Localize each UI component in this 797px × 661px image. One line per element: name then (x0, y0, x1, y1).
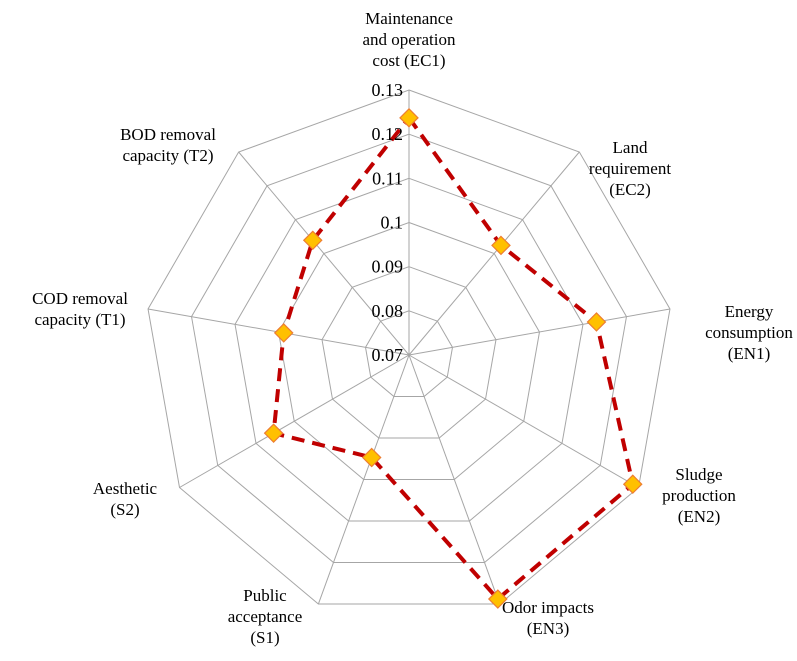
data-point-marker (273, 323, 294, 343)
grid-ring (364, 310, 454, 397)
data-point-marker (622, 474, 643, 495)
axis-label-layer: Maintenance and operation cost (EC1) Land re… (32, 9, 793, 647)
grid-ring (321, 266, 497, 439)
series-layer (263, 107, 643, 609)
tick-label: 0.11 (372, 168, 403, 188)
axis-label: COD removal capacity (T1) (32, 289, 128, 329)
grid-layer (147, 89, 671, 605)
tick-label: 0.13 (372, 80, 404, 100)
data-point-marker (302, 230, 323, 251)
axis-label: BOD removal capacity (T2) (120, 125, 216, 165)
tick-label-layer: 0.07 0.08 0.09 0.1 0.11 0.12 0.13 (372, 80, 404, 365)
axis-label: Sludge production (EN2) (662, 465, 736, 526)
axis-label: Aesthetic (S2) (93, 479, 158, 519)
data-point-marker (361, 447, 382, 468)
grid-ring (277, 221, 541, 481)
grid-ring (190, 133, 628, 564)
tick-label: 0.09 (372, 257, 404, 277)
tick-label: 0.07 (372, 345, 404, 365)
axis-label: Odor impacts (EN3) (502, 598, 594, 638)
tick-label: 0.1 (381, 213, 404, 233)
data-point-marker (491, 235, 511, 256)
data-point-marker (399, 107, 419, 128)
tick-label: 0.12 (372, 124, 404, 144)
axis-label: Maintenance and operation cost (EC1) (363, 9, 456, 70)
data-point-marker (487, 589, 508, 609)
series-line (271, 115, 635, 602)
data-point-marker (263, 423, 284, 444)
grid-ring (234, 177, 584, 522)
axis-label: Energy consumption (EN1) (705, 302, 793, 363)
axis-label: Land requirement (EC2) (589, 138, 671, 199)
tick-label: 0.08 (372, 301, 404, 321)
grid-ring (147, 89, 671, 605)
axis-label: Public acceptance (S1) (228, 586, 303, 647)
data-point-marker (586, 312, 607, 332)
